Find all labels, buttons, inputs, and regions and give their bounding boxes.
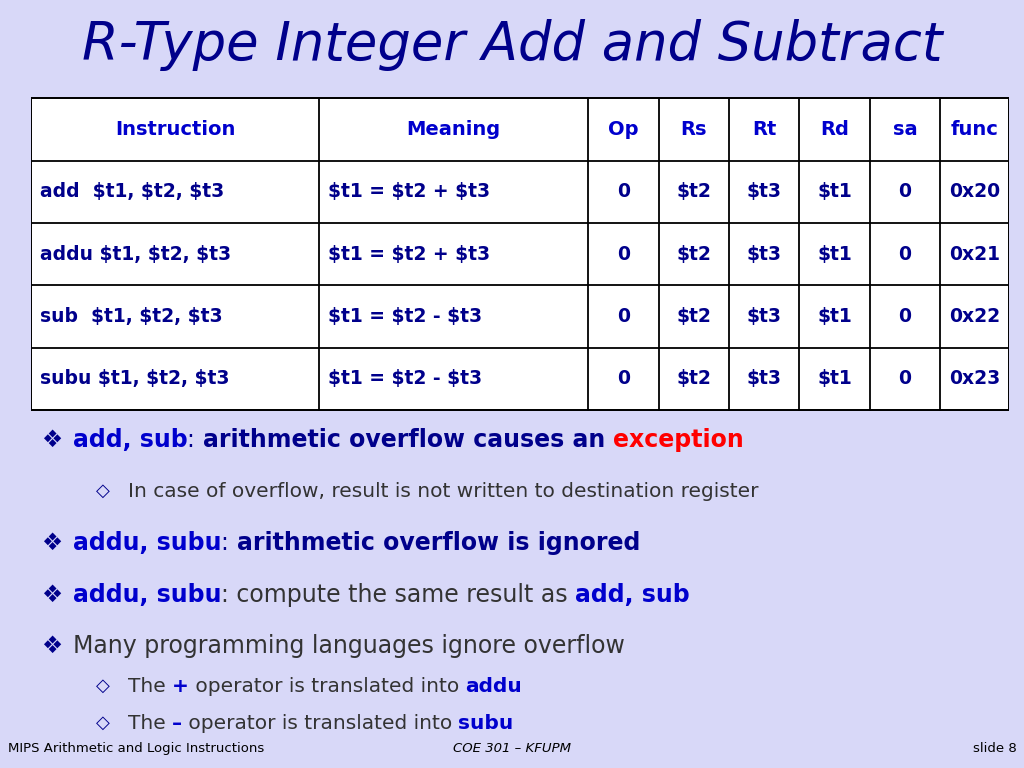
Text: Instruction: Instruction	[115, 120, 236, 139]
Text: 0: 0	[898, 182, 911, 201]
Text: COE 301 – KFUPM: COE 301 – KFUPM	[453, 743, 571, 755]
Text: $t1 = $t2 + $t3: $t1 = $t2 + $t3	[328, 182, 490, 201]
Text: +: +	[172, 677, 188, 696]
Text: addu: addu	[465, 677, 522, 696]
Text: $t2: $t2	[676, 307, 712, 326]
Text: Op: Op	[608, 120, 639, 139]
Text: exception: exception	[613, 428, 744, 452]
Text: subu $t1, $t2, $t3: subu $t1, $t2, $t3	[40, 369, 229, 389]
Text: R-Type Integer Add and Subtract: R-Type Integer Add and Subtract	[82, 19, 942, 71]
Text: Meaning: Meaning	[407, 120, 501, 139]
Text: 0: 0	[898, 245, 911, 263]
Text: operator is translated into: operator is translated into	[182, 713, 459, 733]
Text: 0: 0	[898, 307, 911, 326]
Text: addu, subu: addu, subu	[73, 583, 221, 607]
Text: arithmetic overflow is ignored: arithmetic overflow is ignored	[237, 531, 640, 555]
Text: subu: subu	[459, 713, 514, 733]
Text: $t1 = $t2 - $t3: $t1 = $t2 - $t3	[328, 369, 482, 389]
Text: $t3: $t3	[746, 245, 781, 263]
Text: $t2: $t2	[676, 245, 712, 263]
Text: : compute the same result as: : compute the same result as	[221, 583, 575, 607]
FancyBboxPatch shape	[31, 98, 1009, 410]
Text: arithmetic overflow causes an: arithmetic overflow causes an	[203, 428, 613, 452]
Text: $t1 = $t2 - $t3: $t1 = $t2 - $t3	[328, 307, 482, 326]
Text: add, sub: add, sub	[73, 428, 187, 452]
Text: 0: 0	[898, 369, 911, 389]
Text: ❖: ❖	[41, 531, 61, 555]
Text: 0: 0	[616, 182, 630, 201]
Text: ◇: ◇	[95, 677, 110, 695]
Text: ◇: ◇	[95, 714, 110, 732]
Text: $t3: $t3	[746, 307, 781, 326]
Text: MIPS Arithmetic and Logic Instructions: MIPS Arithmetic and Logic Instructions	[8, 743, 264, 755]
Text: $t1: $t1	[817, 182, 852, 201]
Text: 0: 0	[616, 369, 630, 389]
Text: func: func	[950, 120, 998, 139]
Text: $t2: $t2	[676, 369, 712, 389]
Text: 0: 0	[616, 307, 630, 326]
Text: sub  $t1, $t2, $t3: sub $t1, $t2, $t3	[40, 307, 222, 326]
Text: 0x22: 0x22	[949, 307, 1000, 326]
Text: 0x21: 0x21	[949, 245, 999, 263]
Text: ❖: ❖	[41, 428, 61, 452]
Text: addu $t1, $t2, $t3: addu $t1, $t2, $t3	[40, 245, 230, 263]
Text: Rs: Rs	[681, 120, 707, 139]
Text: $t2: $t2	[676, 182, 712, 201]
Text: $t1: $t1	[817, 245, 852, 263]
Text: sa: sa	[893, 120, 918, 139]
Text: ❖: ❖	[41, 634, 61, 658]
Text: addu, subu: addu, subu	[73, 531, 221, 555]
Text: $t1 = $t2 + $t3: $t1 = $t2 + $t3	[328, 245, 490, 263]
Text: $t1: $t1	[817, 307, 852, 326]
Text: In case of overflow, result is not written to destination register: In case of overflow, result is not writt…	[128, 482, 758, 501]
Text: $t1: $t1	[817, 369, 852, 389]
Text: ❖: ❖	[41, 583, 61, 607]
Text: –: –	[172, 713, 182, 733]
Text: ◇: ◇	[95, 482, 110, 500]
Text: The: The	[128, 677, 172, 696]
Text: operator is translated into: operator is translated into	[188, 677, 465, 696]
Text: add, sub: add, sub	[575, 583, 690, 607]
Text: :: :	[221, 531, 237, 555]
Text: The: The	[128, 713, 172, 733]
Text: $t3: $t3	[746, 182, 781, 201]
Text: Rt: Rt	[752, 120, 776, 139]
Text: $t3: $t3	[746, 369, 781, 389]
Text: Many programming languages ignore overflow: Many programming languages ignore overfl…	[73, 634, 625, 658]
Text: :: :	[187, 428, 203, 452]
Text: add  $t1, $t2, $t3: add $t1, $t2, $t3	[40, 182, 224, 201]
Text: 0x20: 0x20	[949, 182, 1000, 201]
Text: 0x23: 0x23	[949, 369, 1000, 389]
Text: 0: 0	[616, 245, 630, 263]
Text: slide 8: slide 8	[973, 743, 1017, 755]
Text: Rd: Rd	[820, 120, 849, 139]
